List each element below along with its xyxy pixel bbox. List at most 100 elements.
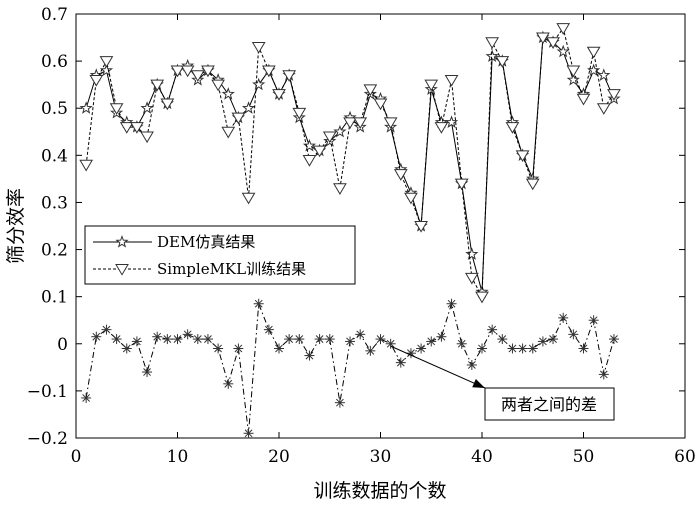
data-point-2-14 — [223, 378, 234, 389]
data-point-0-51 — [597, 68, 611, 81]
legend-triangle-icon — [115, 264, 129, 276]
data-point-2-1 — [91, 331, 102, 342]
data-point-1-51 — [596, 103, 611, 115]
data-point-2-20 — [284, 334, 295, 345]
data-point-1-24 — [322, 131, 337, 144]
data-point-1-42 — [505, 122, 520, 134]
y-tick-label: 0.1 — [41, 288, 68, 308]
data-point-2-47 — [558, 312, 569, 323]
data-point-0-16 — [241, 101, 256, 114]
series-1 — [79, 23, 621, 304]
data-point-1-32 — [404, 192, 418, 205]
legend-marker-simplemkl-triangle — [115, 264, 129, 276]
data-point-2-49 — [578, 343, 589, 354]
data-point-2-42 — [507, 343, 518, 354]
legend-star-icon — [115, 235, 129, 248]
data-point-1-15 — [231, 112, 246, 125]
data-point-1-9 — [170, 65, 185, 78]
data-point-1-30 — [383, 117, 398, 130]
data-point-2-15 — [233, 343, 244, 354]
data-point-1-20 — [282, 70, 297, 82]
data-point-1-52 — [607, 89, 621, 101]
data-point-2-40 — [487, 324, 498, 335]
data-point-2-45 — [537, 336, 548, 347]
arrow-shaft — [390, 345, 486, 389]
data-point-2-38 — [466, 359, 477, 370]
data-point-2-2 — [101, 324, 112, 335]
data-point-1-45 — [536, 32, 550, 45]
data-point-2-48 — [568, 329, 579, 340]
data-point-2-51 — [598, 369, 609, 380]
series-layer — [79, 23, 621, 439]
data-point-1-17 — [251, 41, 266, 54]
annotation: 两者之间的差 — [390, 345, 615, 421]
data-point-2-39 — [477, 343, 487, 354]
data-point-2-8 — [162, 334, 173, 345]
legend: DEM仿真结果 SimpleMKL训练结果 — [84, 225, 356, 285]
data-point-1-8 — [160, 98, 175, 111]
data-point-2-25 — [334, 397, 345, 408]
x-tick-label: 20 — [268, 447, 290, 467]
x-tick-label: 0 — [71, 447, 82, 467]
data-point-2-28 — [365, 345, 376, 356]
tick-marks — [75, 13, 686, 439]
data-point-2-4 — [121, 343, 132, 354]
data-point-1-28 — [363, 84, 378, 97]
data-point-1-23 — [312, 145, 327, 158]
data-point-0-0 — [79, 101, 93, 114]
legend-marker-dem-star — [115, 235, 129, 248]
data-point-2-52 — [608, 334, 619, 345]
data-point-1-10 — [180, 65, 195, 78]
arrow-head — [472, 379, 485, 388]
data-point-0-17 — [252, 77, 266, 91]
x-tick-label: 50 — [573, 447, 595, 467]
data-point-2-41 — [497, 334, 508, 345]
data-point-1-2 — [99, 56, 114, 68]
data-point-2-46 — [548, 334, 559, 345]
y-tick-labels: −0.2 −0.1 0 0.1 0.2 0.3 0.4 0.5 0.6 0.7 — [27, 5, 68, 449]
data-point-1-39 — [475, 291, 489, 304]
data-point-2-36 — [446, 298, 457, 309]
data-point-2-29 — [375, 334, 386, 345]
data-point-2-17 — [253, 298, 264, 309]
data-point-2-22 — [304, 350, 315, 361]
annotation-arrow — [390, 345, 486, 389]
data-point-1-38 — [464, 272, 479, 285]
x-tick-label: 30 — [370, 447, 392, 467]
data-point-1-4 — [119, 122, 134, 134]
data-point-2-19 — [274, 343, 284, 354]
data-point-2-11 — [192, 334, 203, 345]
data-point-1-33 — [414, 221, 428, 233]
data-point-2-23 — [314, 334, 325, 345]
y-tick-label: −0.1 — [27, 382, 68, 402]
y-tick-label: 0.2 — [41, 241, 68, 261]
data-point-0-48 — [566, 73, 580, 86]
annotation-box — [484, 387, 615, 421]
data-point-2-50 — [588, 315, 599, 326]
data-point-2-21 — [294, 334, 305, 345]
data-point-2-37 — [456, 338, 467, 349]
data-point-2-5 — [131, 336, 142, 347]
data-point-2-44 — [527, 343, 538, 354]
annotation-label: 两者之间的差 — [501, 395, 597, 414]
y-tick-label: 0.7 — [41, 5, 68, 25]
data-point-1-18 — [261, 65, 276, 78]
data-point-0-14 — [221, 87, 235, 100]
data-point-1-49 — [576, 93, 591, 106]
x-tick-label: 40 — [471, 447, 493, 467]
data-point-2-9 — [172, 334, 183, 345]
data-point-1-26 — [343, 117, 357, 130]
data-point-0-40 — [485, 49, 499, 63]
data-point-2-18 — [263, 324, 274, 335]
data-point-1-3 — [109, 103, 124, 115]
y-tick-label: 0.3 — [41, 193, 68, 213]
data-point-2-12 — [202, 334, 213, 345]
legend-label-simplemkl: SimpleMKL训练结果 — [157, 260, 306, 278]
data-point-0-6 — [140, 101, 154, 114]
data-point-0-47 — [556, 44, 570, 58]
data-point-0-38 — [465, 247, 479, 260]
data-point-2-16 — [243, 428, 254, 439]
data-point-1-13 — [211, 79, 225, 92]
data-point-2-10 — [182, 329, 193, 340]
